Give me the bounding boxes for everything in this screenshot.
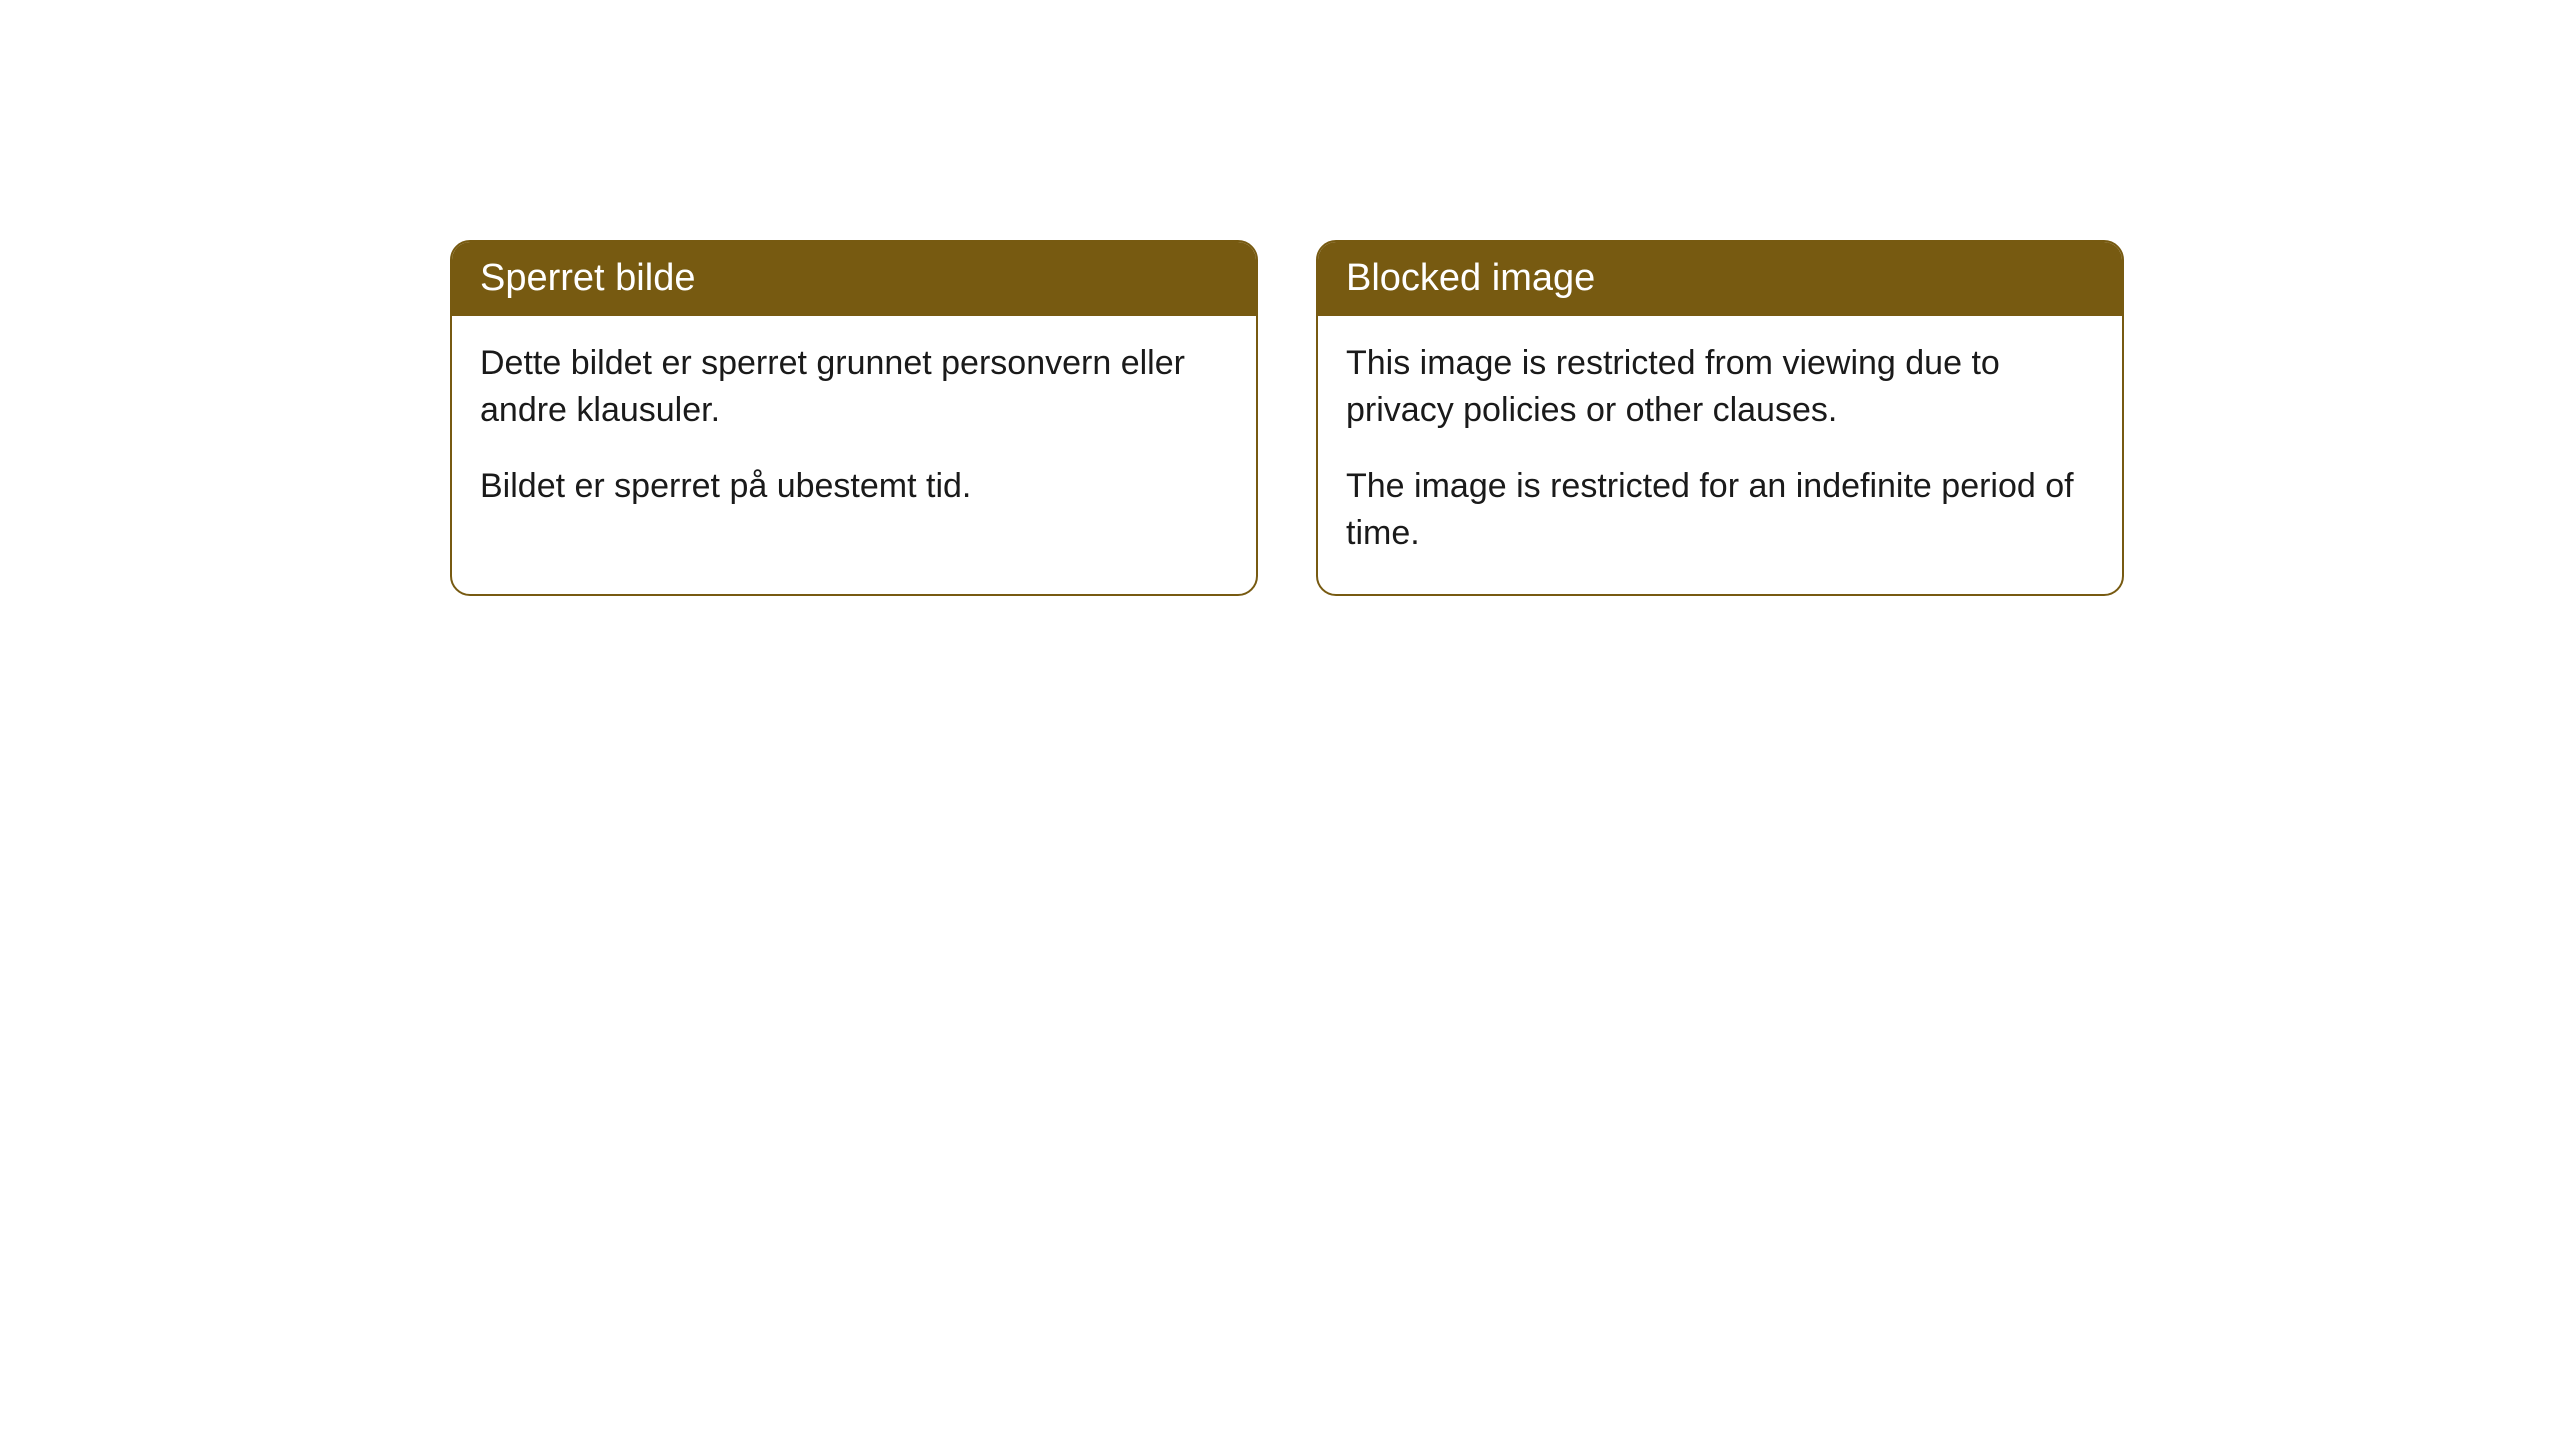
notice-card-norwegian: Sperret bilde Dette bildet er sperret gr… xyxy=(450,240,1258,596)
card-header: Sperret bilde xyxy=(452,242,1256,316)
notice-text-line: Bildet er sperret på ubestemt tid. xyxy=(480,463,1228,511)
card-header: Blocked image xyxy=(1318,242,2122,316)
notice-cards-container: Sperret bilde Dette bildet er sperret gr… xyxy=(450,240,2560,596)
notice-card-english: Blocked image This image is restricted f… xyxy=(1316,240,2124,596)
notice-text-line: Dette bildet er sperret grunnet personve… xyxy=(480,340,1228,435)
notice-text-line: The image is restricted for an indefinit… xyxy=(1346,463,2094,558)
card-body: Dette bildet er sperret grunnet personve… xyxy=(452,316,1256,547)
notice-text-line: This image is restricted from viewing du… xyxy=(1346,340,2094,435)
card-body: This image is restricted from viewing du… xyxy=(1318,316,2122,594)
